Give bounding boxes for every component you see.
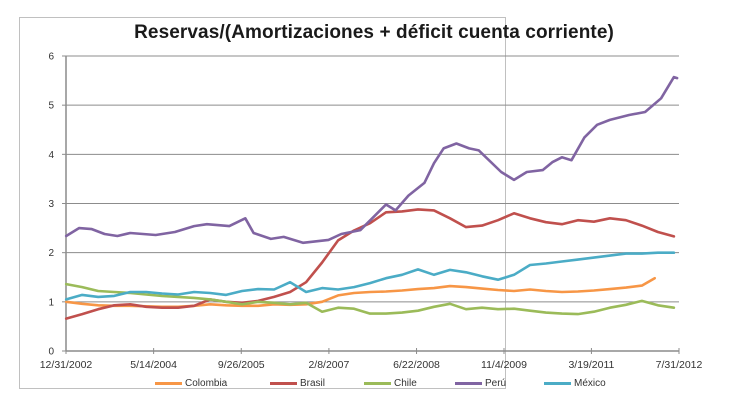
y-tick-label: 2 bbox=[48, 248, 54, 259]
y-tick-label: 1 bbox=[48, 297, 54, 308]
legend-label: Brasil bbox=[300, 377, 326, 389]
legend-item-brasil: Brasil bbox=[270, 376, 325, 390]
x-tick-label: 5/14/2004 bbox=[130, 359, 177, 371]
series-line-brasil bbox=[64, 208, 676, 320]
x-tick-label: 9/26/2005 bbox=[218, 359, 265, 371]
x-tick-label: 3/19/2011 bbox=[568, 359, 614, 371]
x-tick-label: 7/31/2012 bbox=[656, 359, 703, 371]
x-tick-label: 6/22/2008 bbox=[393, 359, 440, 371]
series-line-mexico bbox=[64, 251, 676, 301]
legend-label: Perú bbox=[485, 377, 507, 389]
legend: Colombia Brasil Chile Perú México bbox=[0, 376, 748, 390]
legend-item-peru: Perú bbox=[455, 376, 506, 390]
x-tick-label: 12/31/2002 bbox=[40, 359, 93, 371]
x-tick-label: 11/4/2009 bbox=[481, 359, 527, 371]
legend-label: Colombia bbox=[185, 377, 228, 389]
legend-swatch bbox=[155, 381, 182, 385]
y-tick-label: 3 bbox=[48, 199, 54, 210]
series-lines bbox=[64, 75, 679, 320]
legend-swatch bbox=[270, 381, 297, 385]
legend-item-chile: Chile bbox=[364, 376, 417, 390]
legend-swatch bbox=[364, 381, 391, 385]
legend-label: Chile bbox=[394, 377, 417, 389]
series-line-peru bbox=[64, 75, 679, 245]
y-tick-label: 6 bbox=[48, 52, 54, 63]
x-tick-label: 2/8/2007 bbox=[308, 359, 349, 371]
legend-swatch bbox=[455, 381, 482, 385]
series-line-chile bbox=[64, 282, 676, 316]
y-tick-label: 0 bbox=[48, 347, 54, 358]
y-tick-label: 4 bbox=[48, 150, 54, 161]
chart-title: Reservas/(Amortizaciones + déficit cuent… bbox=[134, 22, 614, 43]
legend-item-mexico: México bbox=[544, 376, 606, 390]
legend-swatch bbox=[544, 381, 571, 385]
y-tick-label: 5 bbox=[48, 101, 54, 112]
legend-label: México bbox=[574, 377, 606, 389]
gridlines bbox=[66, 55, 679, 303]
legend-item-colombia: Colombia bbox=[155, 376, 227, 390]
axes bbox=[62, 55, 680, 354]
tick-labels: 0 1 2 3 4 5 6 12/31/2002 5/14/2004 9/26/2005 2/8/2… bbox=[40, 52, 703, 372]
